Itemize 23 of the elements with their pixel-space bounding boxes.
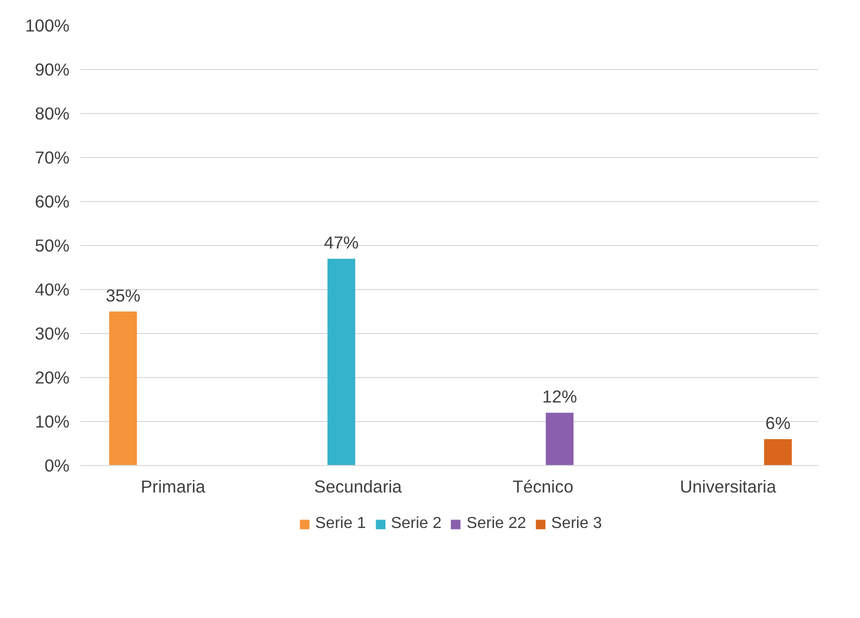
x-tick-label: Primaria bbox=[140, 476, 206, 496]
x-tick-label: Universitaria bbox=[680, 476, 777, 496]
data-label: 6% bbox=[765, 413, 790, 434]
y-tick-label: 60% bbox=[34, 192, 70, 212]
legend-label: Serie 2 bbox=[390, 515, 442, 533]
y-tick-label: 100% bbox=[25, 16, 70, 36]
data-label: 35% bbox=[106, 286, 140, 306]
y-tick-label: 0% bbox=[44, 456, 70, 476]
x-tick-label: Secundaria bbox=[314, 476, 402, 496]
legend-label: Serie 1 bbox=[315, 515, 366, 533]
legend-label: Serie 22 bbox=[466, 515, 526, 533]
y-tick-label: 70% bbox=[34, 148, 70, 168]
y-tick-label: 40% bbox=[34, 280, 70, 300]
y-tick-label: 50% bbox=[34, 236, 70, 256]
y-tick-label: 90% bbox=[34, 60, 70, 80]
data-label: 47% bbox=[324, 232, 359, 253]
y-tick-label: 30% bbox=[34, 324, 70, 344]
data-label: 12% bbox=[542, 386, 577, 407]
y-tick-label: 20% bbox=[34, 368, 70, 388]
x-tick-label: Técnico bbox=[512, 476, 574, 496]
y-tick-label: 10% bbox=[34, 412, 70, 432]
legend-label: Serie 3 bbox=[551, 515, 602, 533]
y-tick-label: 80% bbox=[34, 104, 70, 124]
